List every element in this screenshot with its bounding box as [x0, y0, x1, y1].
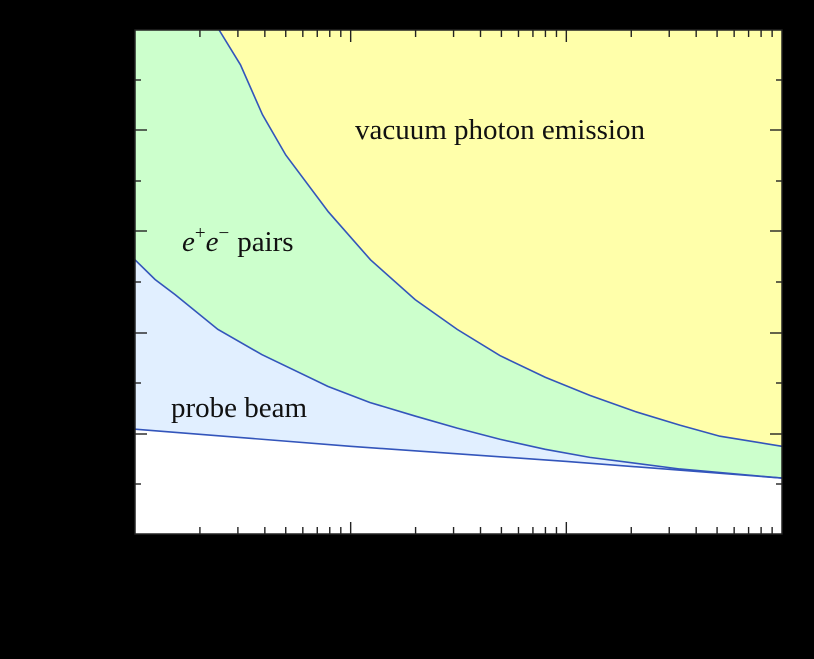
label-pairs-e1: e	[182, 226, 195, 258]
plot-area	[134, 29, 783, 535]
label-pairs-word: pairs	[237, 226, 293, 258]
label-pairs-e2: e	[206, 226, 219, 258]
svg-text:e+e−pairs: e+e− pairs	[182, 223, 294, 258]
label-pairs-plus: +	[195, 223, 206, 244]
label-probe-beam: probe beam	[171, 392, 308, 424]
lower-boundary-line	[134, 428, 783, 479]
label-pairs-minus: −	[218, 223, 229, 244]
label-pairs: e+e− pairs	[182, 223, 294, 258]
upper-boundary-line	[218, 29, 783, 448]
region-vacuum-photon-emission	[219, 30, 783, 447]
label-vacuum-photon-emission: vacuum photon emission	[355, 114, 645, 146]
middle-boundary-line	[134, 259, 783, 479]
